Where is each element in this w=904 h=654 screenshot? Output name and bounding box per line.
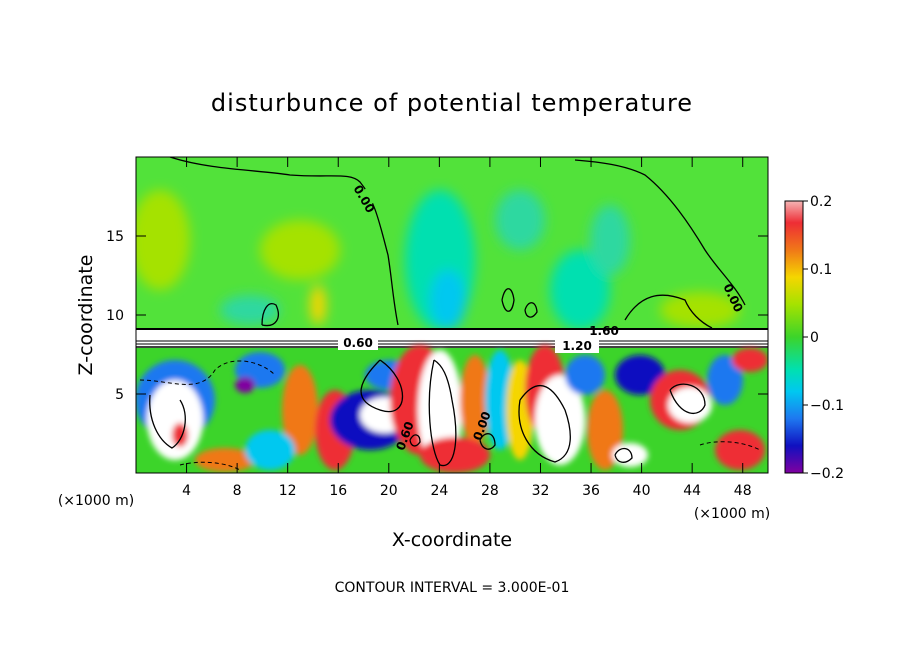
x-tick-label: 44	[683, 483, 701, 499]
y-tick-label: 5	[115, 387, 124, 403]
plot-area	[136, 157, 768, 473]
lower-layer-structures	[136, 345, 768, 473]
x-tick-label: 20	[380, 483, 398, 499]
colorbar-tick-label: 0.1	[810, 262, 832, 278]
contour-label-2: 0.60	[343, 336, 373, 350]
colorbar-tick-label: −0.1	[810, 398, 844, 414]
x-tick-label: 40	[633, 483, 651, 499]
contour-interval-note: CONTOUR INTERVAL = 3.000E-01	[335, 580, 570, 596]
colorbar: 0.2 0.1 0 −0.1 −0.2	[784, 194, 844, 482]
colorbar-tick-label: 0.2	[810, 194, 832, 210]
inversion-band-lines	[136, 328, 768, 348]
y-axis-ticks: 5 10 15	[106, 229, 768, 403]
x-tick-label: 48	[734, 483, 752, 499]
upper-layer-anomalies	[136, 190, 740, 330]
colorbar-tick-label: −0.2	[810, 466, 844, 482]
dashed-contours	[139, 360, 761, 471]
contour-lines	[149, 157, 746, 467]
x-tick-label: 4	[182, 483, 191, 499]
x-tick-label: 16	[329, 483, 347, 499]
x-tick-label: 8	[233, 483, 242, 499]
colorbar-gradient	[784, 200, 804, 474]
colorbar-ticks: 0.2 0.1 0 −0.1 −0.2	[803, 194, 844, 482]
x-tick-label: 28	[481, 483, 499, 499]
x-unit-right: (×1000 m)	[694, 506, 770, 522]
colorbar-tick-label: 0	[810, 330, 819, 346]
chart-title: disturbunce of potential temperature	[211, 89, 693, 117]
contour-label-4: 1.60	[589, 324, 619, 338]
x-unit-left: (×1000 m)	[58, 493, 134, 509]
x-tick-label: 32	[532, 483, 550, 499]
contour-label-3: 1.20	[562, 339, 592, 353]
x-tick-label: 24	[430, 483, 448, 499]
y-axis-label: Z-coordinate	[75, 255, 97, 376]
x-axis-label: X-coordinate	[392, 529, 512, 551]
x-tick-label: 36	[582, 483, 600, 499]
y-tick-label: 15	[106, 229, 124, 245]
x-tick-label: 12	[279, 483, 297, 499]
inversion-band	[136, 329, 768, 348]
y-tick-label: 10	[106, 308, 124, 324]
x-axis-ticks: 4 8 12 16 20 24 28 32 36 40 44 48	[182, 157, 752, 499]
